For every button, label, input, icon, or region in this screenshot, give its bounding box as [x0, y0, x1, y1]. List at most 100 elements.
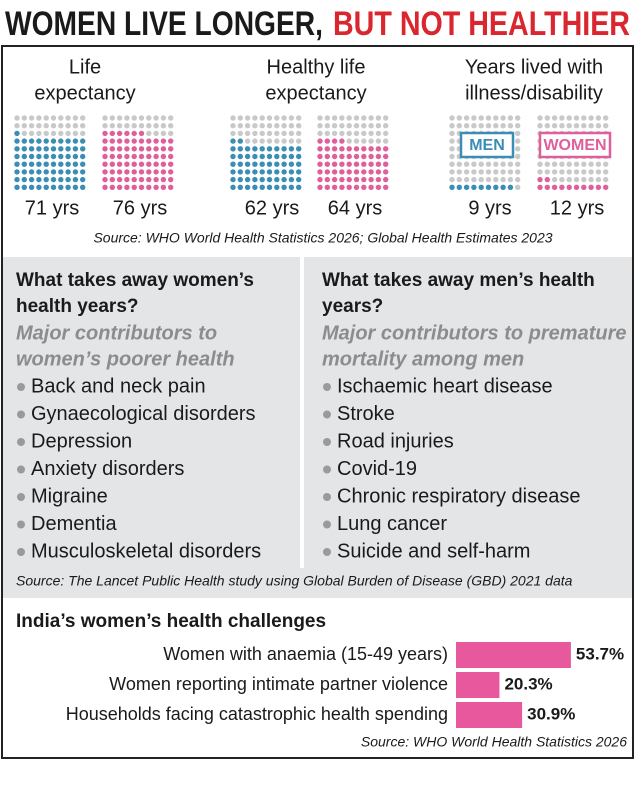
- dot: [138, 184, 145, 190]
- empty-dot: [160, 123, 167, 129]
- dot: [237, 169, 243, 175]
- empty-dot: [566, 115, 572, 121]
- empty-dot: [153, 115, 159, 121]
- empty-dot: [507, 161, 514, 167]
- panel-title: illness/disability: [465, 82, 603, 104]
- dot: [138, 153, 145, 160]
- dot: [138, 161, 145, 167]
- dot: [21, 184, 27, 190]
- dot: [368, 146, 374, 152]
- category-label: Households facing catastrophic health sp…: [66, 704, 448, 724]
- dot: [58, 176, 64, 183]
- dot: [237, 176, 243, 183]
- empty-dot: [566, 169, 572, 175]
- empty-dot: [603, 123, 609, 129]
- empty-dot: [463, 123, 470, 129]
- dot: [72, 161, 79, 167]
- dot: [65, 161, 71, 167]
- list-item: Lung cancer: [337, 513, 447, 535]
- empty-dot: [361, 123, 367, 129]
- empty-dot: [296, 115, 302, 121]
- empty-dot: [288, 123, 295, 129]
- empty-dot: [588, 169, 594, 175]
- empty-dot: [537, 123, 543, 129]
- dot: [266, 146, 273, 152]
- empty-dot: [296, 130, 302, 137]
- title-part2: BUT NOT HEALTHIER: [333, 5, 630, 43]
- panel-title: expectancy: [34, 82, 135, 104]
- empty-dot: [500, 115, 506, 121]
- empty-dot: [375, 138, 382, 144]
- empty-dot: [507, 169, 514, 175]
- dot: [259, 161, 265, 167]
- value-label: 76 yrs: [113, 197, 167, 219]
- dot: [146, 169, 152, 175]
- empty-dot: [281, 130, 287, 137]
- dot: [237, 184, 243, 190]
- empty-dot: [153, 130, 159, 137]
- empty-dot: [324, 115, 330, 121]
- heading: years?: [322, 296, 383, 317]
- bar: [456, 642, 571, 668]
- empty-dot: [507, 176, 514, 183]
- dot: [230, 153, 236, 160]
- heading: health years?: [16, 296, 139, 317]
- dot: [14, 176, 20, 183]
- dot-grid: [102, 115, 174, 190]
- empty-dot: [21, 130, 27, 137]
- dot: [153, 169, 159, 175]
- dot: [160, 169, 167, 175]
- bullet: [17, 410, 25, 419]
- empty-dot: [80, 123, 86, 129]
- empty-dot: [36, 130, 42, 137]
- dot: [274, 146, 280, 152]
- empty-dot: [259, 130, 265, 137]
- dot: [230, 146, 236, 152]
- empty-dot: [456, 176, 462, 183]
- dot: [449, 184, 455, 190]
- dot: [252, 184, 258, 190]
- dot: [102, 161, 108, 167]
- dot: [72, 146, 79, 152]
- panel-title: Healthy life: [267, 56, 366, 78]
- dot: [361, 153, 367, 160]
- empty-dot: [515, 138, 521, 144]
- empty-dot: [65, 115, 71, 121]
- empty-dot: [471, 169, 477, 175]
- dot: [383, 169, 389, 175]
- dot: [131, 153, 137, 160]
- dot: [375, 146, 382, 152]
- dot: [138, 176, 145, 183]
- dot: [274, 169, 280, 175]
- dot: [244, 169, 251, 175]
- empty-dot: [471, 176, 477, 183]
- empty-dot: [588, 123, 594, 129]
- chart-title: India’s women’s health challenges: [16, 611, 326, 632]
- empty-dot: [43, 130, 49, 137]
- bullet: [17, 438, 25, 446]
- dot: [50, 138, 57, 144]
- dot: [36, 138, 42, 144]
- empty-dot: [146, 130, 152, 137]
- dot: [361, 169, 367, 175]
- list-item: Back and neck pain: [31, 375, 206, 397]
- empty-dot: [237, 123, 243, 129]
- list-item: Stroke: [337, 403, 395, 425]
- dot: [43, 176, 49, 183]
- empty-dot: [116, 115, 123, 121]
- dot: [595, 184, 602, 190]
- empty-dot: [544, 115, 550, 121]
- empty-dot: [581, 123, 587, 129]
- dot: [138, 169, 145, 175]
- subheading: Major contributors to premature: [322, 322, 626, 344]
- dot: [21, 169, 27, 175]
- empty-dot: [21, 115, 27, 121]
- dot: [14, 184, 20, 190]
- dot: [281, 161, 287, 167]
- empty-dot: [463, 115, 470, 121]
- empty-dot: [515, 130, 521, 137]
- dot: [131, 176, 137, 183]
- dot: [252, 176, 258, 183]
- empty-dot: [515, 115, 521, 121]
- dot: [383, 161, 389, 167]
